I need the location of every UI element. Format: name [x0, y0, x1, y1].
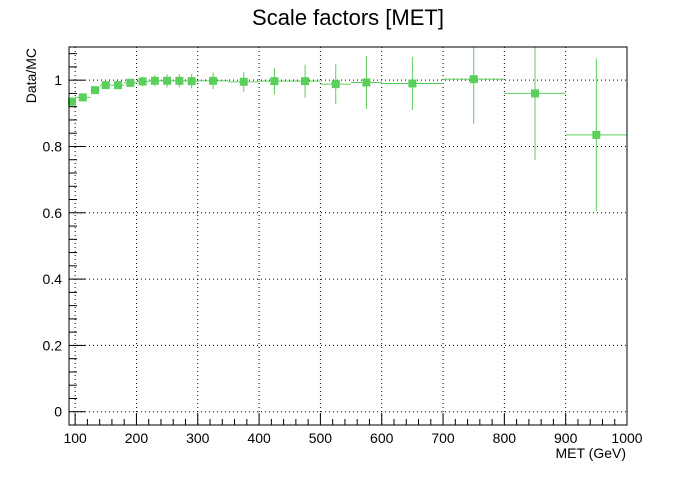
- data-point: [78, 93, 87, 102]
- y-tick-label: 0.8: [43, 138, 63, 154]
- data-point: [101, 81, 110, 90]
- data-point: [91, 86, 100, 95]
- data-point: [150, 76, 159, 85]
- data-points: [68, 47, 627, 212]
- data-point: [209, 76, 218, 85]
- data-point: [239, 77, 248, 86]
- data-point: [138, 77, 147, 86]
- x-axis-label: MET (GeV): [555, 445, 626, 461]
- data-point: [331, 80, 340, 89]
- x-tick-label: 200: [125, 430, 149, 446]
- data-point: [175, 76, 184, 85]
- x-tick-label: 800: [493, 430, 517, 446]
- data-point: [362, 78, 371, 87]
- data-point: [408, 79, 417, 88]
- data-point: [187, 77, 196, 86]
- y-tick-label: 0.4: [43, 271, 63, 287]
- data-point: [163, 76, 172, 85]
- data-point: [126, 78, 135, 87]
- x-tick-label: 100: [63, 430, 87, 446]
- x-tick-label: 700: [431, 430, 455, 446]
- y-tick-label: 0.2: [43, 337, 63, 353]
- data-point: [592, 130, 601, 139]
- y-tick-label: 0: [54, 404, 62, 420]
- data-point: [114, 81, 123, 90]
- grid-lines: [69, 47, 628, 425]
- x-tick-label: 500: [309, 430, 333, 446]
- y-axis-label: Data/MC: [23, 48, 39, 103]
- y-tick-label: 0.6: [43, 205, 63, 221]
- x-tick-label: 300: [186, 430, 210, 446]
- data-point: [531, 89, 540, 98]
- x-tick-label: 600: [370, 430, 394, 446]
- x-tick-label: 900: [554, 430, 578, 446]
- x-tick-label: 1000: [611, 430, 642, 446]
- plot-frame: [68, 46, 628, 426]
- x-tick-label: 400: [247, 430, 271, 446]
- data-point: [469, 75, 478, 84]
- data-point: [270, 77, 279, 86]
- y-tick-label: 1: [54, 72, 62, 88]
- chart-title: Scale factors [MET]: [252, 5, 444, 30]
- data-point: [301, 77, 310, 86]
- axis-ticks: 100 200 300 400 500 600 700 800 900 1000 0 0.2 0.4 0.…: [43, 53, 643, 446]
- data-point: [68, 97, 77, 106]
